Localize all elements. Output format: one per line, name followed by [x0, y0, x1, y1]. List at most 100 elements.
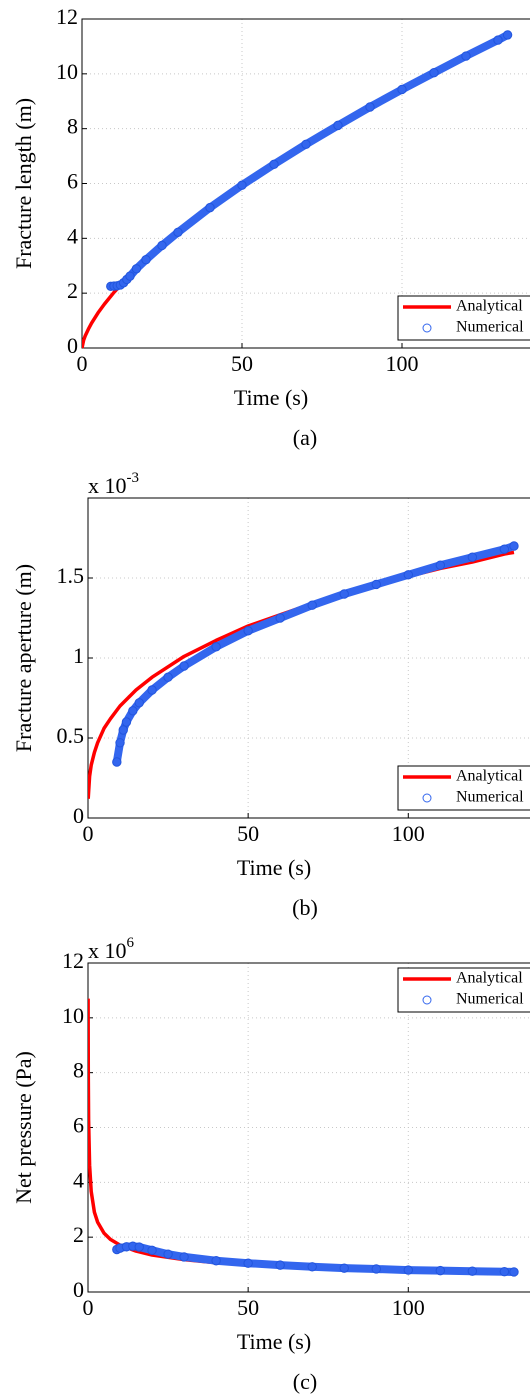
numerical-point: [493, 35, 503, 45]
numerical-band: [106, 30, 512, 291]
numerical-point: [115, 738, 125, 748]
x-tick-label: 0: [83, 1295, 94, 1320]
y-tick-label: 1.5: [57, 563, 85, 588]
y-tick-label: 12: [62, 948, 84, 973]
numerical-point: [179, 661, 189, 671]
y-tick-label: 10: [62, 1003, 84, 1028]
plot: 0 2 4 6 8 10 12 0 50 100 Time (s) Fracture length (…: [11, 4, 530, 450]
legend-marker: [422, 995, 432, 1005]
analytical-line: [88, 998, 515, 1275]
numerical-point: [397, 84, 407, 95]
numerical-point: [125, 271, 135, 281]
legend-marker: [422, 323, 432, 333]
y-tick-label: 8: [73, 1058, 84, 1083]
numerical-point: [499, 1267, 510, 1277]
x-axis-label: Time (s): [237, 855, 311, 880]
x-tick-label: 50: [237, 1295, 259, 1320]
analytical-line: [88, 550, 515, 799]
numerical-point: [467, 1266, 478, 1276]
series-group: [88, 541, 519, 799]
caption: (c): [293, 1369, 317, 1394]
legend-box: [397, 295, 530, 341]
numerical-point: [163, 1249, 173, 1259]
numerical-point: [502, 30, 513, 40]
y-tick-label: 2: [73, 1222, 84, 1247]
y-tick-label: 0: [67, 333, 78, 358]
numerical-point: [365, 102, 375, 112]
numerical-point: [403, 570, 413, 580]
numerical-point: [275, 1260, 285, 1270]
numerical-point: [173, 227, 183, 238]
legend-box: [397, 967, 530, 1013]
y-tick-label: 0: [73, 803, 84, 828]
x-axis-label: Time (s): [237, 1329, 311, 1354]
legend: Analytical Numerical: [397, 967, 530, 1013]
numerical-point: [211, 642, 221, 652]
numerical-point: [429, 68, 439, 78]
y-tick-label: 4: [67, 223, 78, 248]
legend-box: [397, 765, 530, 811]
legend-label: Analytical: [456, 298, 523, 315]
y-tick-label: 0.5: [57, 723, 85, 748]
numerical-point: [307, 600, 317, 610]
plot-frame: [87, 497, 530, 819]
numerical-point: [509, 1267, 519, 1277]
y-tick-label: 4: [73, 1167, 84, 1192]
legend: Analytical Numerical: [397, 765, 530, 811]
x-tick-label: 100: [392, 1295, 425, 1320]
numerical-point: [157, 240, 167, 251]
plot: 0 2 4 6 8 10 12 0 50 100 Time (s) Net pressure (Pa)…: [11, 935, 530, 1394]
numerical-point: [243, 1258, 253, 1268]
y-tick-label: 6: [67, 169, 78, 194]
legend-label: Numerical: [456, 991, 524, 1008]
numerical-point: [509, 541, 519, 551]
numerical-point: [461, 51, 471, 61]
y-tick-label: 6: [73, 1113, 84, 1138]
caption: (b): [292, 895, 318, 920]
legend-label: Analytical: [456, 970, 523, 987]
numerical-point: [179, 1252, 189, 1262]
numerical-point: [134, 1242, 144, 1252]
y-tick-label: 1: [73, 643, 84, 668]
series-group: [82, 30, 513, 349]
numerical-point: [339, 589, 349, 599]
numerical-point: [141, 255, 151, 265]
y-tick-label: 8: [67, 114, 78, 139]
numerical-point: [371, 1264, 381, 1274]
numerical-point: [339, 1263, 349, 1273]
y-multiplier-exponent: -3: [127, 470, 140, 486]
y-multiplier-base: x 10: [88, 938, 127, 963]
numerical-point: [403, 1265, 413, 1275]
numerical-point: [307, 1262, 317, 1272]
y-tick-label: 10: [56, 59, 78, 84]
y-tick-label: 0: [73, 1277, 84, 1302]
plot-frame: [81, 18, 530, 349]
x-tick-label: 0: [77, 351, 88, 376]
x-axis-label: Time (s): [234, 385, 308, 410]
y-tick-label: 2: [67, 278, 78, 303]
numerical-point: [435, 1265, 446, 1276]
numerical-point: [128, 706, 138, 716]
legend-label: Numerical: [456, 789, 524, 806]
x-tick-label: 100: [386, 351, 419, 376]
legend-label: Numerical: [456, 319, 524, 336]
legend: Analytical Numerical: [397, 295, 530, 341]
numerical-point: [147, 1245, 157, 1256]
numerical-point: [205, 202, 215, 213]
y-multiplier-base: x 10: [88, 473, 127, 498]
y-multiplier-exponent: 6: [127, 935, 135, 951]
numerical-point: [131, 264, 142, 274]
numerical-point: [237, 180, 247, 190]
legend-label: Analytical: [456, 768, 523, 785]
numerical-point: [147, 685, 157, 695]
numerical-point: [371, 579, 381, 590]
x-tick-label: 0: [83, 821, 94, 846]
y-multiplier: x 106: [88, 935, 135, 963]
numerical-point: [118, 725, 128, 735]
x-tick-label: 50: [237, 821, 259, 846]
y-multiplier: x 10-3: [88, 470, 139, 498]
numerical-point: [301, 139, 311, 149]
numerical-point: [112, 757, 122, 767]
numerical-point: [499, 544, 510, 554]
